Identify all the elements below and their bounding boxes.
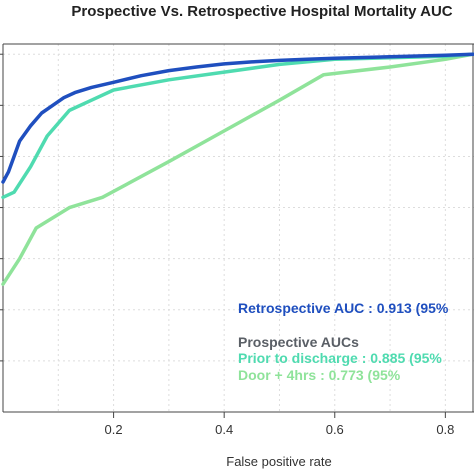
x-tick-label: 0.4 [215,422,233,437]
annotation-door-4hrs: Door + 4hrs : 0.773 (95% [238,367,401,383]
grid-lines [3,44,474,412]
chart-title: Prospective Vs. Retrospective Hospital M… [71,3,452,20]
x-tick-label: 0.6 [326,422,344,437]
annotation-prior-to-discharge: Prior to discharge : 0.885 (95% [238,350,442,366]
series-line-retrospective [1,52,474,184]
x-ticks: 0.2 0.4 0.6 0.8 [105,412,454,437]
axes [0,43,474,413]
annotation-retrospective: Retrospective AUC : 0.913 (95% [238,300,449,316]
x-tick-label: 0.8 [436,422,454,437]
auc-annotations: Retrospective AUC : 0.913 (95% Prospecti… [238,300,449,383]
annotation-prospective-header: Prospective AUCs [238,334,359,350]
series-line-prior-to-discharge [1,52,474,200]
series-line-door-4hrs [1,52,474,286]
series-lines [1,52,474,286]
x-tick-label: 0.2 [105,422,123,437]
x-axis-label: False positive rate [226,454,332,469]
